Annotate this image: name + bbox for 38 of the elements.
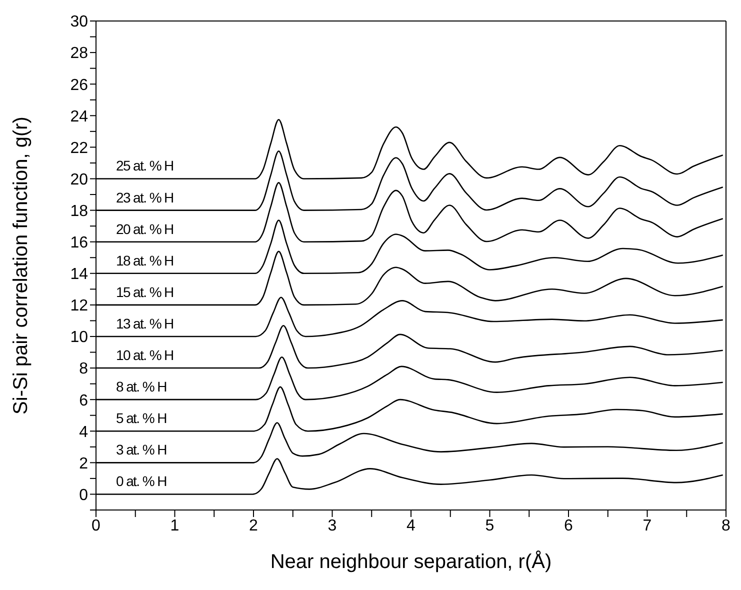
y-tick-label: 12: [70, 298, 88, 315]
series-label: 10 at. % H: [116, 347, 174, 364]
y-tick-label: 28: [70, 45, 88, 62]
y-tick-label: 22: [70, 140, 88, 157]
series-label: 15 at. % H: [116, 284, 174, 300]
series-label: 3 at. % H: [116, 442, 166, 458]
x-tick-label: 8: [722, 517, 731, 534]
x-tick-label: 4: [406, 517, 416, 534]
x-tick-label: 3: [328, 517, 337, 534]
series-label: 0 at. % H: [116, 473, 166, 490]
y-tick-label: 10: [70, 329, 88, 346]
series-label: 13 at. % H: [116, 315, 174, 332]
y-tick-label: 8: [79, 360, 88, 378]
x-axis-title: Near neighbour separation, r(Å): [270, 550, 552, 573]
y-tick-label: 18: [70, 202, 88, 220]
series-label: 18 at. % H: [116, 252, 174, 268]
y-tick-label: 30: [70, 14, 88, 31]
y-tick-label: 24: [70, 108, 88, 126]
x-tick-label: 7: [642, 517, 652, 534]
y-tick-label: 26: [70, 76, 88, 94]
y-tick-label: 6: [79, 392, 88, 410]
series-label: 5 at. % H: [116, 410, 166, 426]
x-tick-label: 6: [564, 517, 574, 534]
series-label: 8 at. % H: [116, 378, 166, 395]
series-label: 20 at. % H: [116, 220, 174, 237]
x-tick-label: 2: [249, 517, 258, 534]
series-label: 23 at. % H: [116, 189, 174, 206]
y-tick-label: 20: [70, 171, 88, 188]
x-tick-label: 5: [485, 517, 494, 534]
x-tick-label: 0: [92, 517, 101, 534]
x-tick-label: 1: [170, 517, 180, 534]
y-tick-label: 16: [70, 234, 88, 252]
y-tick-label: 14: [70, 266, 88, 284]
series-label: 25 at. % H: [116, 158, 174, 174]
y-tick-label: 0: [79, 486, 88, 504]
y-tick-label: 4: [79, 424, 88, 441]
y-axis-title: Si-Si pair correlation function, g(r): [10, 116, 32, 414]
y-tick-label: 2: [79, 455, 88, 472]
